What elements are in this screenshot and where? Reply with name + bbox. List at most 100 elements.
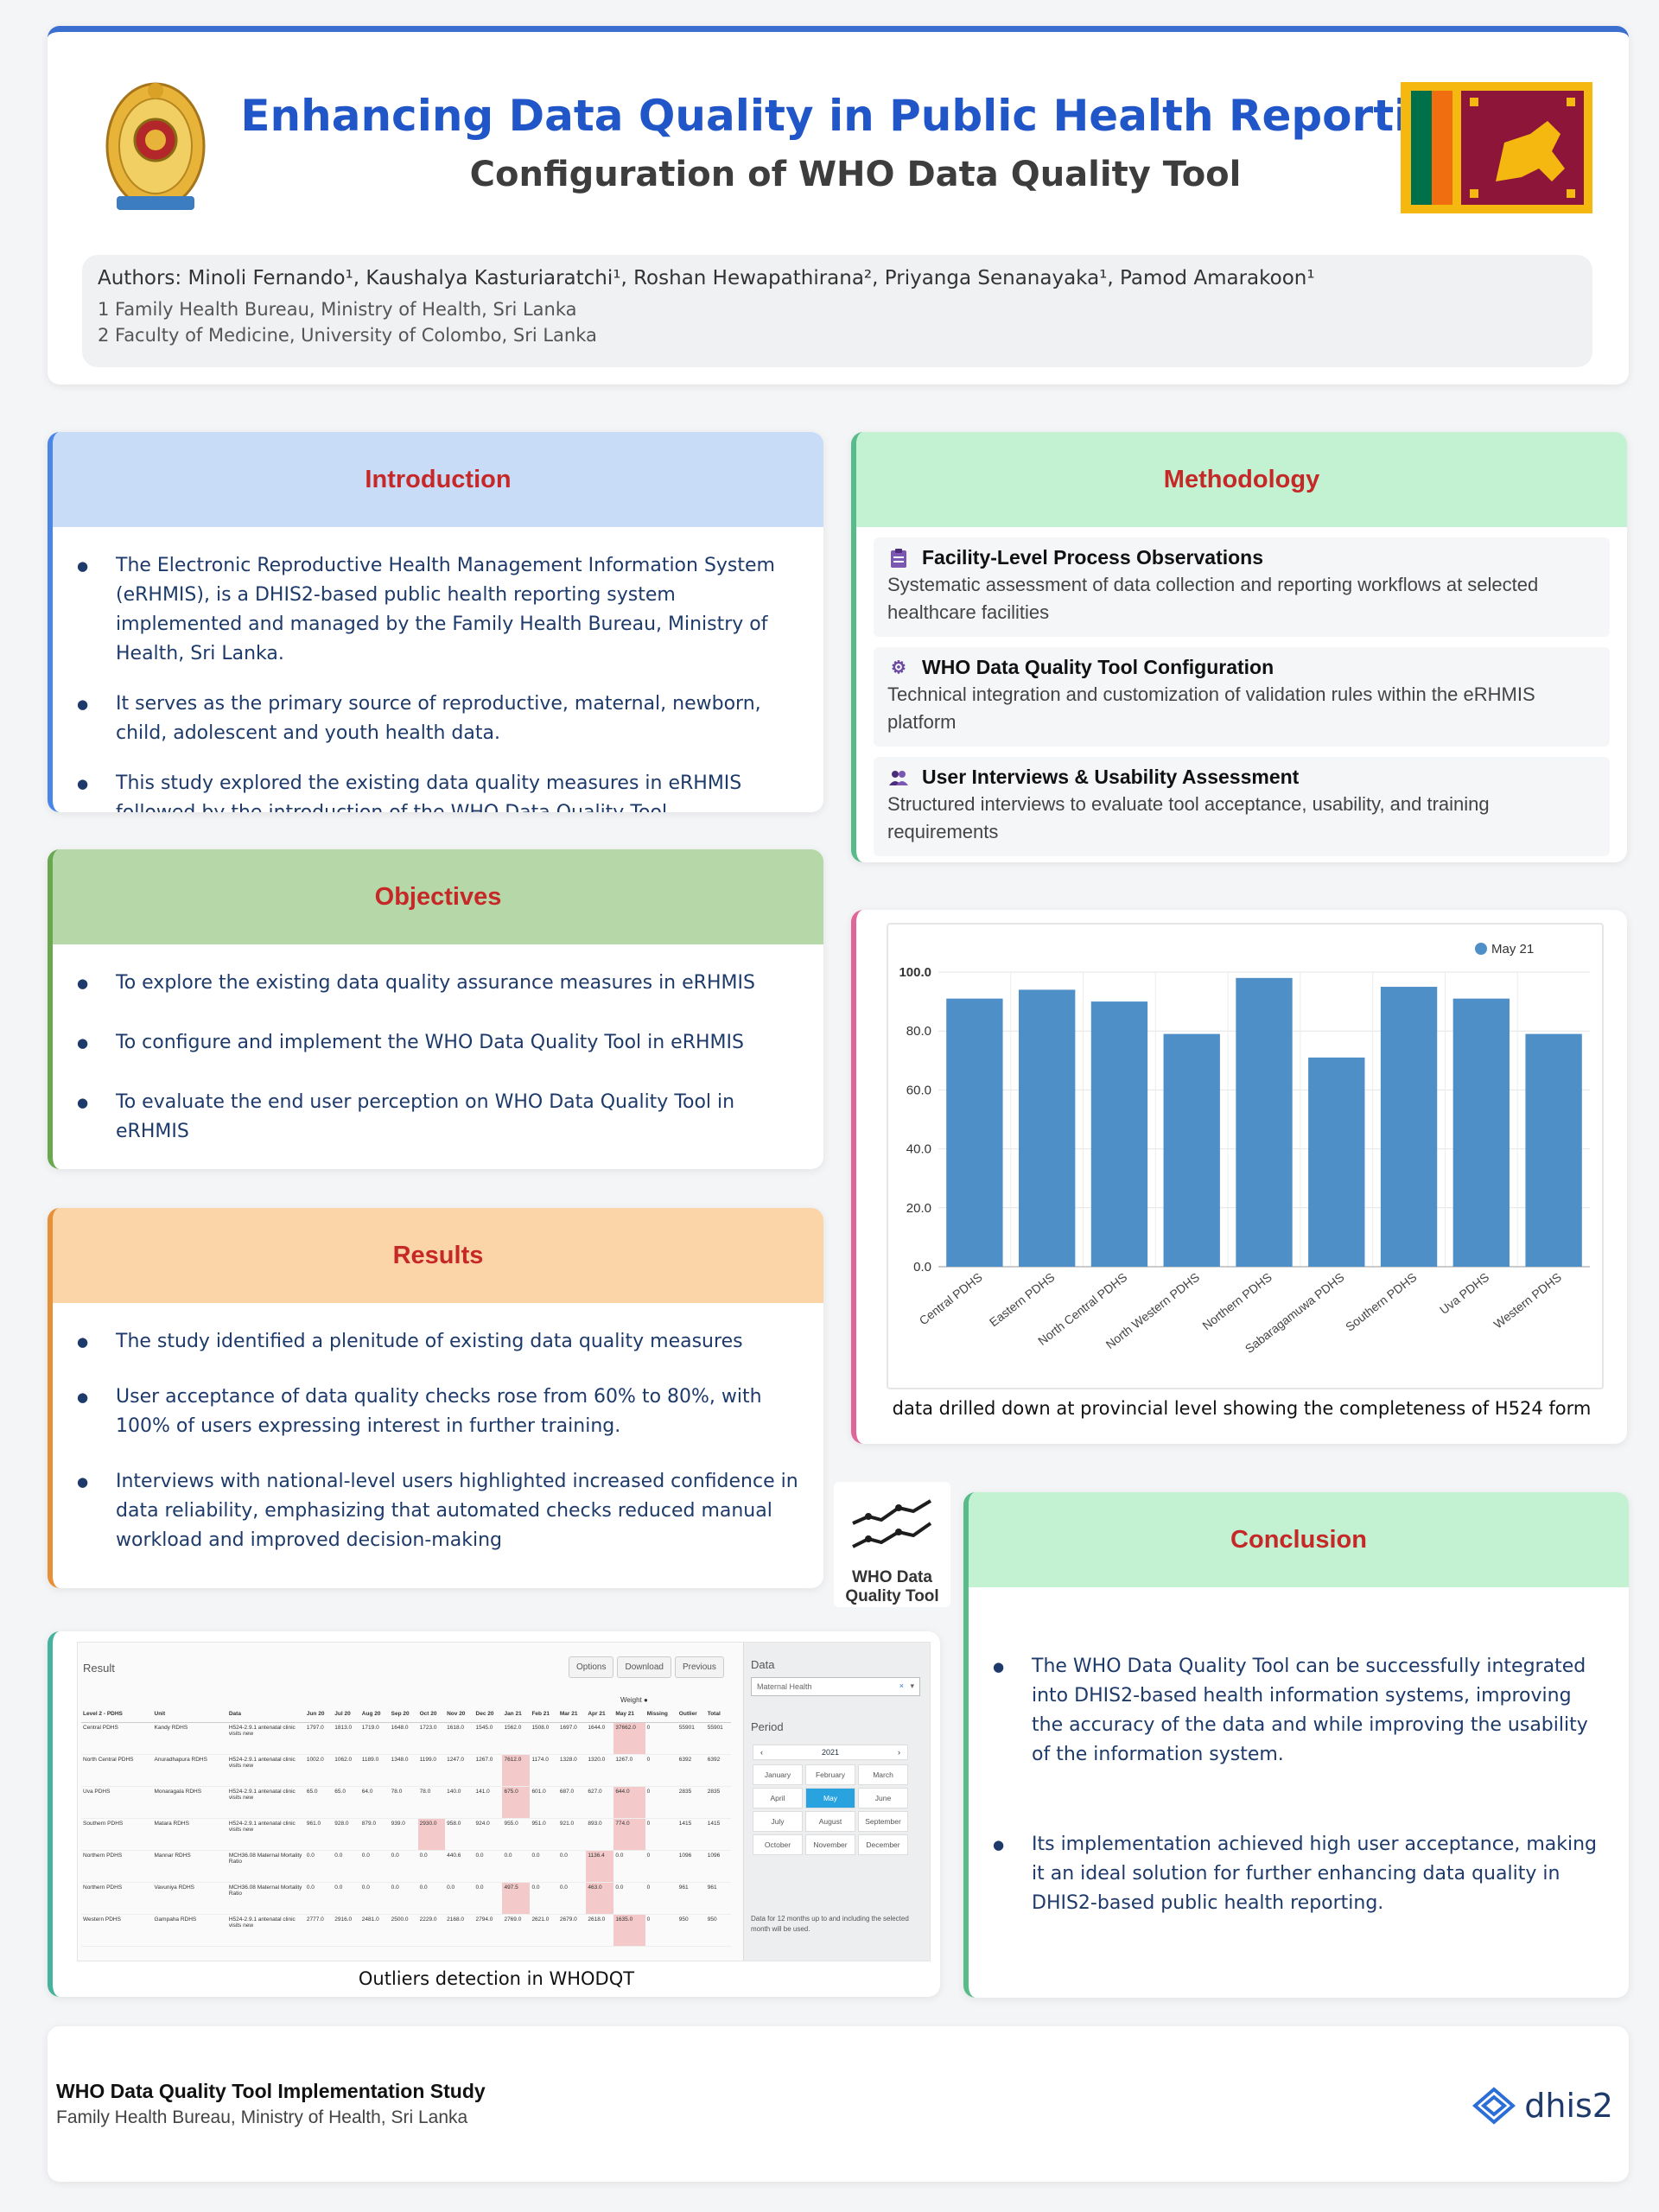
x-tick-label: Eastern PDHS	[987, 1270, 1058, 1330]
previous-button[interactable]: Previous	[674, 1656, 724, 1678]
result-label: Result	[83, 1662, 115, 1675]
outliers-table: Level 2 - PDHS Unit Data Jun 20 Jul 20 Aug 20…	[81, 1707, 731, 1947]
month-picker: ‹ 2021 › January February March April May Jun…	[753, 1745, 908, 1855]
month-january[interactable]: January	[753, 1764, 803, 1785]
table-cell: 2835	[677, 1786, 706, 1819]
column-header[interactable]: Mar 21	[557, 1707, 587, 1723]
table-cell: 951.0	[530, 1818, 558, 1851]
column-header[interactable]: Jul 20	[333, 1707, 360, 1723]
completeness-bar-chart: 0.0 20.0 40.0 60.0 80.0 100.0 Central PDHS East…	[899, 942, 1590, 1356]
table-cell: 2500.0	[389, 1914, 418, 1947]
column-header[interactable]: Total	[705, 1707, 731, 1723]
column-header[interactable]: Jan 21	[502, 1707, 531, 1723]
column-header[interactable]: Nov 20	[445, 1707, 474, 1723]
table-cell: 1348.0	[389, 1754, 418, 1787]
weight-label: Weight ●	[620, 1696, 648, 1704]
table-cell: 1719.0	[359, 1722, 390, 1755]
column-header[interactable]: Feb 21	[530, 1707, 558, 1723]
list-item: To explore the existing data quality ass…	[77, 969, 799, 998]
toolbar: Options Download Previous	[569, 1656, 724, 1678]
column-header[interactable]: Missing	[645, 1707, 677, 1723]
legend-label: May 21	[1491, 942, 1534, 957]
table-header-row: Level 2 - PDHS Unit Data Jun 20 Jul 20 Aug 20…	[81, 1707, 731, 1723]
column-header[interactable]: May 21	[613, 1707, 645, 1723]
dqt-logo: WHO Data Quality Tool	[834, 1482, 950, 1607]
table-row: Southern PDHS Matara RDHS H524-2.9.1 anten…	[81, 1818, 731, 1851]
objectives-section: Objectives To explore the existing data …	[48, 849, 823, 1169]
month-september[interactable]: September	[858, 1811, 908, 1832]
column-header[interactable]: Apr 21	[586, 1707, 614, 1723]
y-tick-label: 40.0	[906, 1142, 931, 1157]
next-year-icon[interactable]: ›	[898, 1748, 900, 1757]
table-cell: 1247.0	[445, 1754, 474, 1787]
month-june[interactable]: June	[858, 1788, 908, 1808]
month-november[interactable]: November	[805, 1834, 855, 1855]
sri-lanka-flag-icon	[1401, 82, 1592, 213]
table-cell: 2930.0	[417, 1818, 446, 1851]
table-cell: H524-2.9.1 antenatal clinic visits new	[226, 1754, 305, 1787]
column-header[interactable]: Unit	[152, 1707, 227, 1723]
method-item: User Interviews & Usability Assessment S…	[874, 757, 1610, 856]
column-header[interactable]: Aug 20	[359, 1707, 390, 1723]
table-cell: MCH36.08 Maternal Mortality Ratio	[226, 1850, 305, 1883]
column-header[interactable]: Sep 20	[389, 1707, 418, 1723]
table-cell: 6392	[705, 1754, 731, 1787]
table-cell: 687.0	[557, 1786, 587, 1819]
introduction-list: The Electronic Reproductive Health Manag…	[53, 527, 823, 812]
conclusion-section: Conclusion The WHO Data Quality Tool can…	[963, 1492, 1629, 1998]
table-cell: H524-2.9.1 antenatal clinic visits new	[226, 1786, 305, 1819]
month-april[interactable]: April	[753, 1788, 803, 1808]
column-header[interactable]: Outlier	[677, 1707, 706, 1723]
chevron-down-icon[interactable]: ▾	[910, 1681, 914, 1690]
month-february[interactable]: February	[805, 1764, 855, 1785]
prev-year-icon[interactable]: ‹	[760, 1748, 763, 1757]
objectives-list: To explore the existing data quality ass…	[53, 944, 823, 1147]
list-item: This study explored the existing data qu…	[77, 769, 799, 812]
table-cell: 2481.0	[359, 1914, 390, 1947]
table-cell: 2916.0	[333, 1914, 360, 1947]
table-cell: 0	[645, 1818, 677, 1851]
table-cell: 1002.0	[304, 1754, 334, 1787]
gear-icon: ⚙	[891, 658, 906, 677]
table-cell: 2168.0	[445, 1914, 474, 1947]
dhis2-logo-text: dhis2	[1524, 2087, 1613, 2125]
month-october[interactable]: October	[753, 1834, 803, 1855]
data-select[interactable]: Maternal Health × ▾	[751, 1677, 920, 1696]
table-cell: 1096	[705, 1850, 731, 1883]
month-march[interactable]: March	[858, 1764, 908, 1785]
table-cell: 6392	[677, 1754, 706, 1787]
month-august[interactable]: August	[805, 1811, 855, 1832]
table-cell: 0.0	[304, 1850, 334, 1883]
download-button[interactable]: Download	[617, 1656, 671, 1678]
bar	[1308, 1057, 1365, 1267]
table-row: Uva PDHS Monaragala RDHS H524-2.9.1 antena…	[81, 1786, 731, 1819]
method-title: User Interviews & Usability Assessment	[922, 766, 1300, 788]
table-cell: 440.6	[445, 1850, 474, 1883]
column-header[interactable]: Oct 20	[417, 1707, 446, 1723]
table-cell: 1320.0	[586, 1754, 614, 1787]
month-may[interactable]: May	[805, 1788, 855, 1808]
method-title: WHO Data Quality Tool Configuration	[922, 656, 1274, 678]
column-header[interactable]: Dec 20	[474, 1707, 503, 1723]
column-header[interactable]: Level 2 - PDHS	[81, 1707, 153, 1723]
objectives-heading: Objectives	[53, 849, 823, 944]
column-header[interactable]: Data	[226, 1707, 305, 1723]
table-cell: Kandy RDHS	[152, 1722, 227, 1755]
table-cell: 1508.0	[530, 1722, 558, 1755]
table-cell: Vavuniya RDHS	[152, 1882, 227, 1915]
legend-marker	[1475, 943, 1487, 955]
column-header[interactable]: Jun 20	[304, 1707, 334, 1723]
table-cell: 78.0	[417, 1786, 446, 1819]
table-cell: 675.0	[502, 1786, 531, 1819]
month-december[interactable]: December	[858, 1834, 908, 1855]
method-desc: Systematic assessment of data collection…	[887, 574, 1539, 623]
list-item: The Electronic Reproductive Health Manag…	[77, 551, 799, 669]
side-panel: Data Maternal Health × ▾ Period ‹ 2021 ›…	[743, 1643, 930, 1961]
table-cell: H524-2.9.1 antenatal clinic visits new	[226, 1818, 305, 1851]
method-title: Facility-Level Process Observations	[922, 546, 1264, 569]
table-cell: 0.0	[333, 1882, 360, 1915]
month-july[interactable]: July	[753, 1811, 803, 1832]
bar	[1236, 977, 1293, 1267]
clear-icon[interactable]: ×	[899, 1681, 904, 1690]
options-button[interactable]: Options	[569, 1656, 614, 1678]
